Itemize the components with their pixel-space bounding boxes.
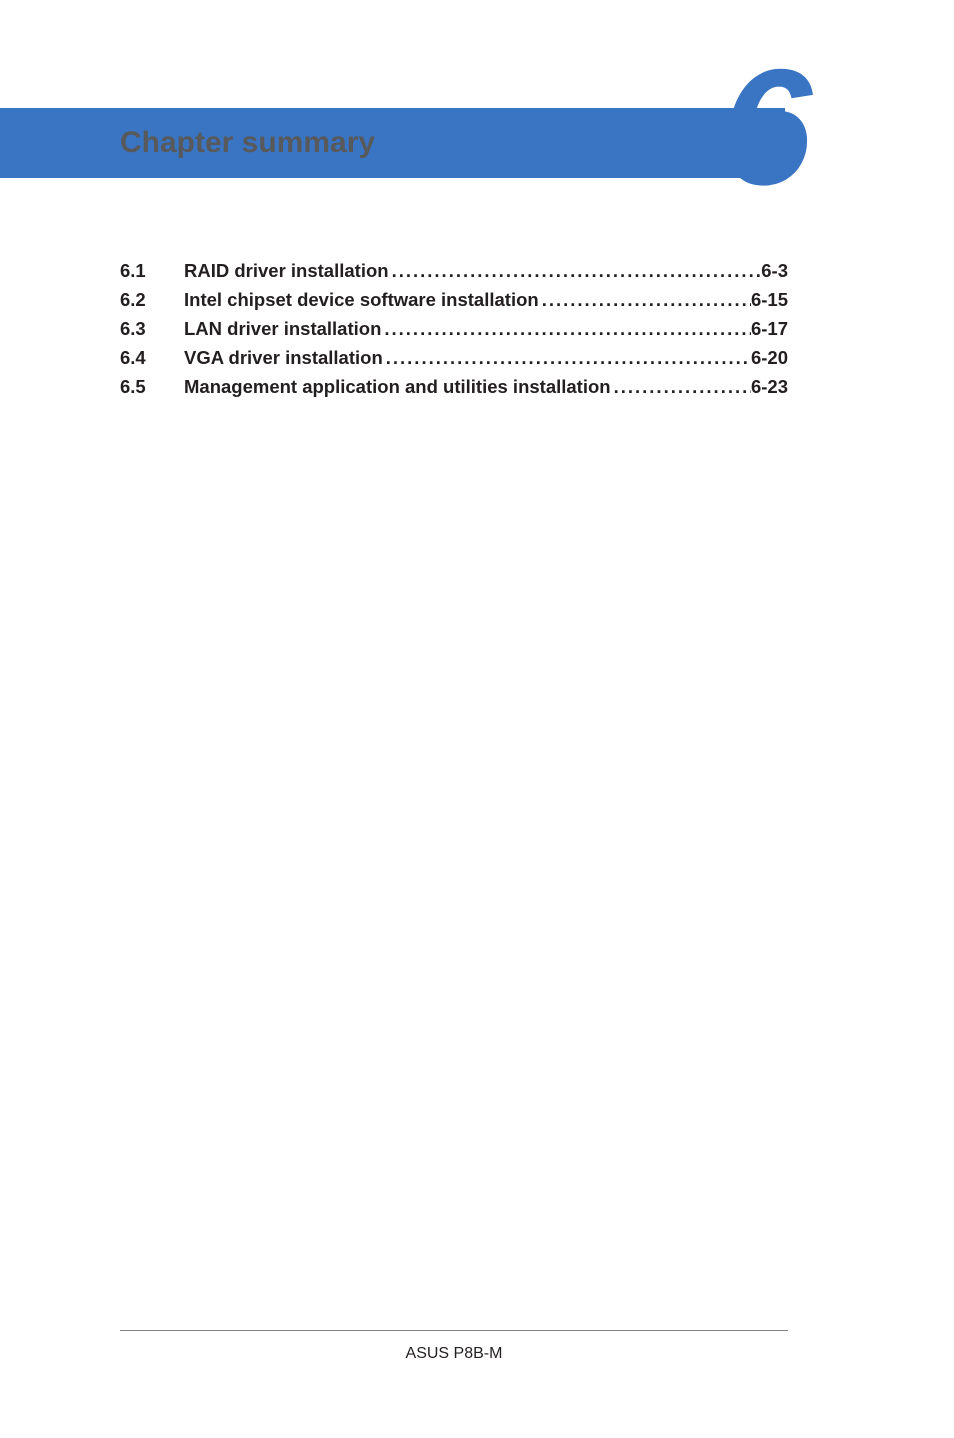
toc-entry-page: 6-15 xyxy=(751,289,788,311)
footer-text: ASUS P8B-M xyxy=(406,1345,503,1362)
page: 6 Chapter summary 6.1 RAID driver instal… xyxy=(0,0,954,1438)
toc-entry-page: 6-17 xyxy=(751,318,788,340)
toc-entry: 6.5 Management application and utilities… xyxy=(120,376,788,398)
toc-entry: 6.1 RAID driver installation 6-3 xyxy=(120,260,788,282)
toc-entry: 6.4 VGA driver installation 6-20 xyxy=(120,347,788,369)
toc-entry: 6.3 LAN driver installation 6-17 xyxy=(120,318,788,340)
toc-entry-page: 6-20 xyxy=(751,347,788,369)
toc-entry: 6.2 Intel chipset device software instal… xyxy=(120,289,788,311)
toc-entry-dots xyxy=(611,376,751,398)
table-of-contents: 6.1 RAID driver installation 6-3 6.2 Int… xyxy=(120,260,788,405)
toc-entry-num: 6.5 xyxy=(120,376,184,398)
toc-entry-title: RAID driver installation xyxy=(184,260,389,282)
chapter-summary-title: Chapter summary xyxy=(120,126,375,160)
chapter-summary-banner: Chapter summary xyxy=(0,108,785,178)
toc-entry-page: 6-3 xyxy=(761,260,788,282)
toc-entry-dots xyxy=(539,289,751,311)
toc-entry-num: 6.4 xyxy=(120,347,184,369)
toc-entry-page: 6-23 xyxy=(751,376,788,398)
toc-entry-title: VGA driver installation xyxy=(184,347,383,369)
toc-entry-dots xyxy=(389,260,762,282)
toc-entry-title: LAN driver installation xyxy=(184,318,381,340)
toc-entry-title: Intel chipset device software installati… xyxy=(184,289,539,311)
toc-entry-num: 6.3 xyxy=(120,318,184,340)
toc-entry-dots xyxy=(381,318,751,340)
page-footer: ASUS P8B-M xyxy=(120,1330,788,1363)
toc-entry-dots xyxy=(383,347,751,369)
toc-entry-num: 6.1 xyxy=(120,260,184,282)
toc-entry-title: Management application and utilities ins… xyxy=(184,376,611,398)
toc-entry-num: 6.2 xyxy=(120,289,184,311)
